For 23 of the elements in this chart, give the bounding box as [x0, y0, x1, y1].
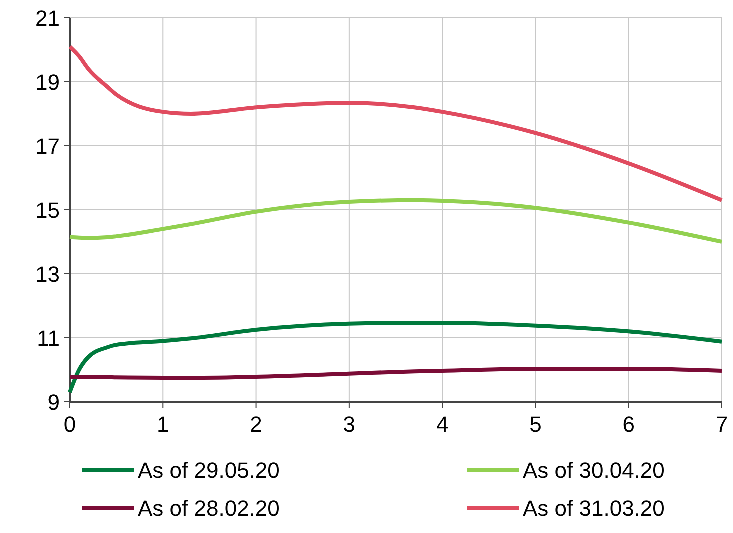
- y-tick-label: 21: [36, 6, 60, 31]
- x-tick-label: 4: [436, 412, 449, 437]
- legend-label: As of 30.04.20: [523, 458, 665, 483]
- line-series: [68, 44, 724, 202]
- x-tick-label: 5: [530, 412, 542, 437]
- y-tick-label: 19: [36, 70, 60, 95]
- legend-label: As of 28.02.20: [138, 496, 280, 521]
- y-tick-label: 17: [36, 134, 60, 159]
- y-tick-label: 11: [37, 326, 60, 351]
- y-tick-label: 15: [36, 198, 60, 223]
- x-tick-label: 0: [64, 412, 76, 437]
- x-tick-label: 6: [622, 412, 635, 437]
- legend-label: As of 31.03.20: [523, 496, 665, 521]
- legend-label: As of 29.05.20: [138, 458, 280, 483]
- line-series: [68, 198, 724, 244]
- line-series: [68, 320, 724, 394]
- y-tick-label: 13: [36, 262, 60, 287]
- line-series: [68, 367, 724, 380]
- x-tick-label: 7: [716, 412, 728, 437]
- x-tick-label: 3: [343, 412, 356, 437]
- x-tick-label: 2: [250, 412, 262, 437]
- x-tick-label: 1: [157, 412, 170, 437]
- y-tick-label: 9: [48, 390, 60, 415]
